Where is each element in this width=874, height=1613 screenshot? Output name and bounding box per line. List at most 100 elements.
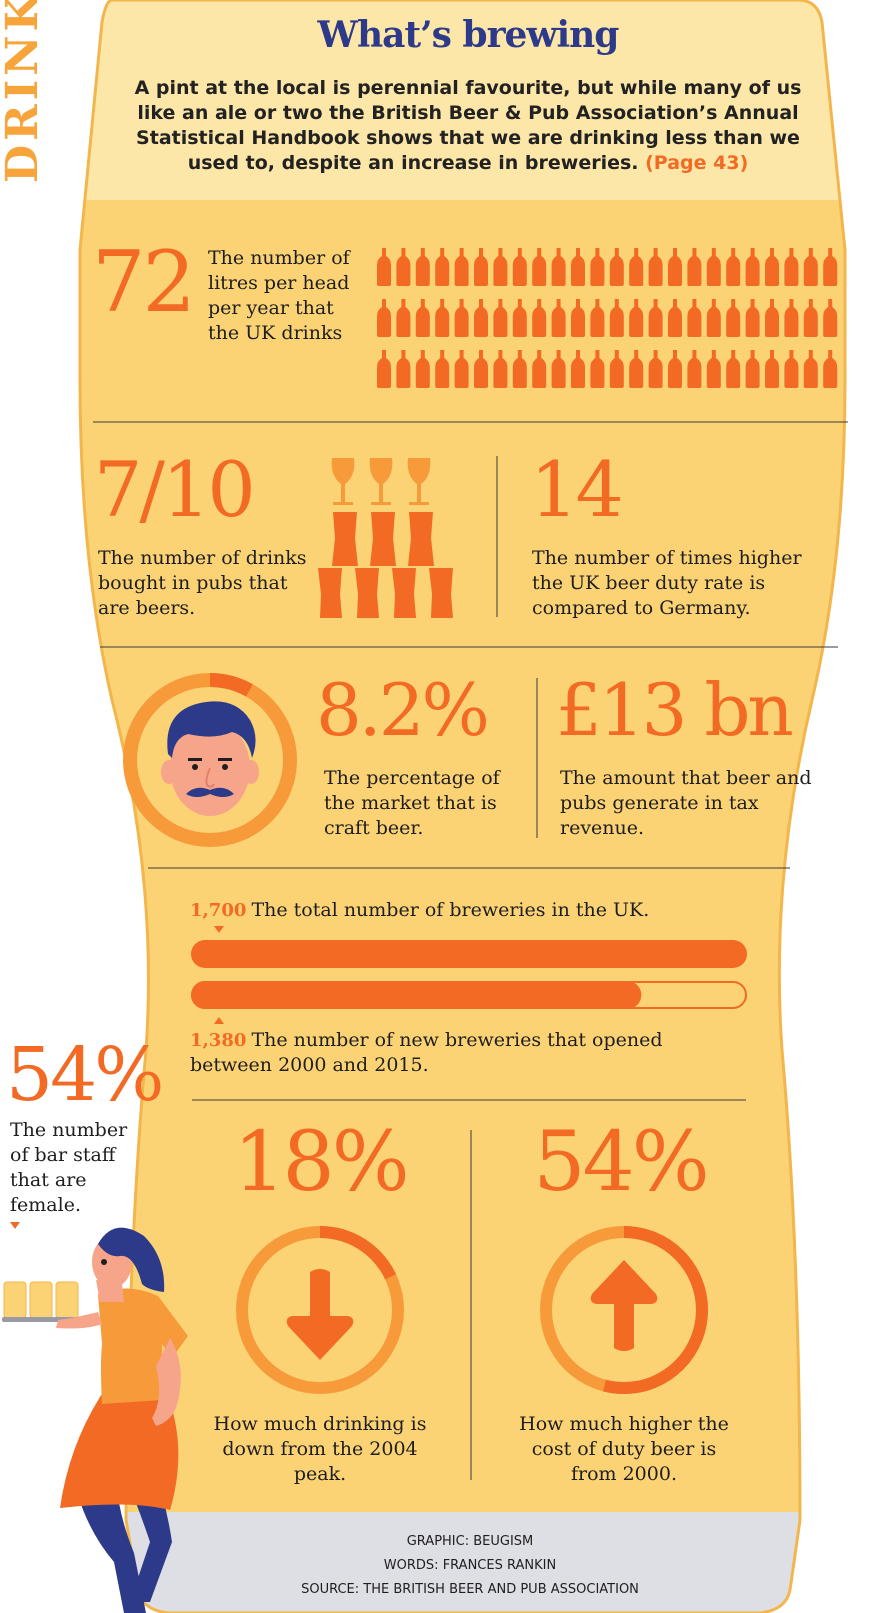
arrow-up-icon [590,1260,658,1351]
beer-bottle-icon [609,299,624,337]
beer-bottle-icon [823,248,838,286]
credit-source: SOURCE: THE BRITISH BEER AND PUB ASSOCIA… [301,1582,639,1597]
beer-bottle-icon [571,248,585,286]
beer-bottle-icon [629,350,644,388]
section-label: DRINK [0,0,48,183]
beer-bottle-grid [377,248,838,388]
beer-bottle-icon [493,350,508,388]
duty-up-label: How much higher the cost of duty beer is… [519,1413,729,1485]
intro-body: A pint at the local is perennial favouri… [134,77,802,174]
beer-bottle-icon [377,248,391,286]
beer-share-value: 7/10 [94,445,256,534]
breweries-new-label: The number of new breweries that opened … [190,1029,663,1076]
beer-bottle-icon [803,248,818,286]
beer-bottle-icon [590,350,605,388]
beer-bottle-icon [629,299,644,337]
beer-bottle-icon [396,299,411,337]
beer-bottle-icon [648,299,663,337]
beer-bottle-icon [668,299,682,337]
breweries-total-label: The total number of breweries in the UK. [251,899,650,921]
beer-bottle-icon [745,350,760,388]
barmaid-icon [2,1227,188,1613]
beer-bottle-icon [435,248,450,286]
beer-bottle-icon [571,299,585,337]
duty-value: 14 [530,445,624,534]
breweries-new-row: 1,380 The number of new breweries that o… [190,1028,750,1078]
beer-bottle-icon [435,299,450,337]
beer-bottle-icon [474,350,488,388]
beer-bottle-icon [687,248,702,286]
glasses-icon [318,458,453,618]
beer-bottle-icon [551,248,566,286]
beer-bottle-icon [803,350,818,388]
beer-bottle-icon [493,248,508,286]
beer-bottle-icon [648,248,663,286]
intro-text: A pint at the local is perennial favouri… [130,76,806,176]
duty-up-value: 54% [533,1115,709,1210]
beer-bottle-icon [474,248,488,286]
page-title: What’s brewing [317,14,620,56]
beer-bottle-icon [512,350,527,388]
beer-bottle-icon [687,350,702,388]
beer-bottle-icon [435,350,450,388]
beer-bottle-icon [512,248,527,286]
bar-staff-label: The number of bar staff that are female. [10,1119,128,1216]
beer-bottle-icon [377,350,391,388]
beer-bottle-icon [474,299,488,337]
beer-bottle-icon [609,350,624,388]
beer-bottle-icon [784,299,799,337]
breweries-total-bar [191,940,747,968]
page-reference: (Page 43) [645,152,749,174]
beer-bottle-icon [668,350,682,388]
beer-bottle-icon [823,299,838,337]
beer-bottle-icon [745,299,760,337]
beer-bottle-icon [415,248,430,286]
beer-bottle-icon [590,248,605,286]
drinking-down-ring [236,1226,404,1394]
beer-bottle-icon [454,248,469,286]
beer-bottle-icon [571,350,585,388]
credit-words: WORDS: FRANCES RANKIN [383,1558,557,1573]
beer-bottle-icon [706,248,721,286]
credit-graphic: GRAPHIC: BEUGISM [406,1534,534,1549]
beer-bottle-icon [726,299,741,337]
breweries-new-marker [214,1017,224,1024]
duty-up-ring [540,1226,708,1394]
beer-bottle-icon [415,299,430,337]
breweries-total-marker [214,926,224,933]
beer-bottle-icon [726,248,741,286]
tax-value: £13 bn [556,668,794,752]
beer-bottle-icon [396,248,411,286]
drinking-down-label: How much drinking is down from the 2004 … [213,1413,427,1485]
beer-bottle-icon [590,299,605,337]
beer-bottle-icon [415,350,430,388]
breweries-new-value: 1,380 [190,1030,247,1051]
beer-bottle-icon [765,248,779,286]
breweries-total-row: 1,700 The total number of breweries in t… [190,898,790,923]
beer-bottle-icon [784,248,799,286]
beer-bottle-icon [784,350,799,388]
beer-bottle-icon [726,350,741,388]
beer-bottle-icon [551,299,566,337]
beer-bottle-icon [454,350,469,388]
beer-bottle-icon [629,248,644,286]
breweries-total-value: 1,700 [190,900,247,921]
bar-staff-marker [10,1222,20,1229]
craft-value: 8.2% [316,668,490,752]
beer-bottle-icon [823,350,838,388]
beer-bottle-icon [396,350,411,388]
beer-bottle-icon [765,350,779,388]
brewery-bars [191,940,747,1009]
glass-foot [80,1512,845,1613]
beer-bottle-icon [803,299,818,337]
man-avatar-icon [161,701,259,816]
craft-ring [123,673,297,847]
beer-bottle-icon [493,299,508,337]
drinking-down-value: 18% [233,1115,409,1210]
beer-bottle-icon [687,299,702,337]
tax-label: The amount that beer and pubs generate i… [560,767,812,839]
beer-bottle-icon [532,299,547,337]
duty-label: The number of times higher the UK beer d… [532,547,802,619]
beer-bottle-icon [648,350,663,388]
beer-bottle-icon [609,248,624,286]
